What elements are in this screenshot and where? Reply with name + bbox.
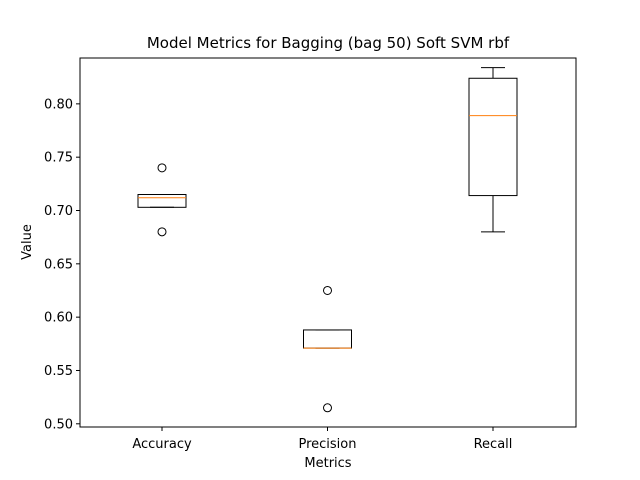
y-axis: 0.50 0.55 0.60 0.65 0.70 0.75 0.80	[44, 97, 80, 432]
outlier-point	[323, 403, 332, 413]
x-tick-label: Recall	[474, 437, 513, 452]
iqr-box	[468, 77, 518, 197]
x-axis: Accuracy Precision Recall	[132, 427, 512, 452]
y-tick-label: 0.80	[44, 97, 73, 112]
outlier-point	[157, 163, 167, 173]
y-tick-label: 0.50	[44, 417, 73, 432]
x-axis-label: Metrics	[304, 456, 351, 471]
box-recall	[468, 67, 518, 233]
outlier-point	[157, 227, 167, 237]
box-accuracy	[137, 163, 187, 237]
chart-title: Model Metrics for Bagging (bag 50) Soft …	[147, 34, 510, 52]
y-tick-label: 0.55	[44, 364, 73, 379]
x-tick-label: Precision	[298, 437, 356, 452]
y-tick-label: 0.65	[44, 257, 73, 272]
iqr-box	[137, 194, 187, 208]
y-axis-label: Value	[20, 224, 35, 260]
outlier-point	[323, 285, 332, 295]
y-tick-label: 0.60	[44, 311, 73, 326]
x-tick-label: Accuracy	[132, 437, 192, 452]
box-precision	[303, 285, 352, 413]
y-tick-label: 0.70	[44, 204, 73, 219]
box-series	[137, 67, 518, 413]
y-tick-label: 0.75	[44, 151, 73, 166]
